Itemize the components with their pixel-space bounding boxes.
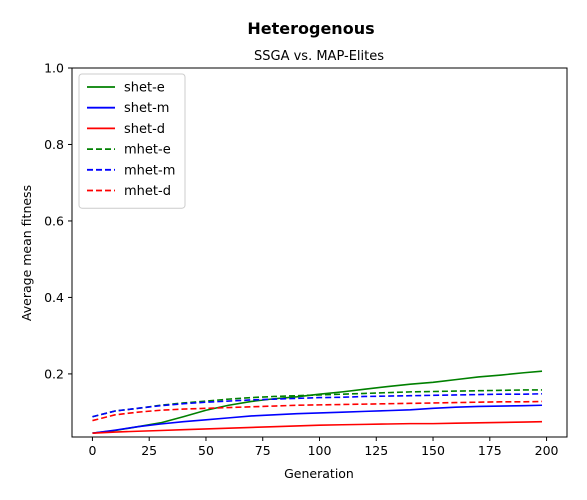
series-line-shet-d	[92, 420, 543, 434]
x-tick-label-175: 175	[478, 443, 502, 458]
legend-label-shet-m: shet-m	[124, 101, 169, 116]
y-tick-label-1: 1.0	[44, 61, 64, 76]
plot-area: 0 25 50 75 100 125 150 175 200 0.2 0.4 0.6 0.8 1.0	[44, 61, 568, 458]
series-line-mhet-d	[92, 400, 543, 422]
y-tick-label-0.8: 0.8	[44, 137, 64, 152]
x-tick-label-125: 125	[364, 443, 388, 458]
x-tick-label-150: 150	[421, 443, 445, 458]
x-tick-label-25: 25	[141, 443, 157, 458]
x-tick-label-200: 200	[535, 443, 559, 458]
y-tick-label-0.6: 0.6	[44, 213, 64, 228]
legend-label-mhet-d: mhet-d	[124, 184, 171, 199]
series-line-mhet-m	[92, 392, 543, 418]
y-tick-label-0.4: 0.4	[44, 290, 64, 305]
x-tick-label-100: 100	[308, 443, 332, 458]
legend-label-shet-e: shet-e	[124, 81, 165, 96]
legend-label-shet-d: shet-d	[124, 122, 165, 137]
chart-title: SSGA vs. MAP-Elites	[254, 49, 384, 64]
legend-label-mhet-m: mhet-m	[124, 163, 175, 178]
series-line-shet-m	[92, 404, 543, 434]
x-tick-label-0: 0	[88, 443, 96, 458]
x-axis-label: Generation	[284, 466, 354, 481]
legend: shet-e shet-m shet-d mhet-e mhet-m mhet-d	[78, 73, 186, 209]
x-tick-label-75: 75	[255, 443, 271, 458]
legend-label-mhet-e: mhet-e	[124, 143, 171, 158]
y-tick-label-0.2: 0.2	[44, 366, 64, 381]
chart-suptitle: Heterogenous	[247, 19, 374, 38]
y-axis-label: Average mean fitness	[19, 185, 34, 321]
x-tick-label-50: 50	[198, 443, 214, 458]
